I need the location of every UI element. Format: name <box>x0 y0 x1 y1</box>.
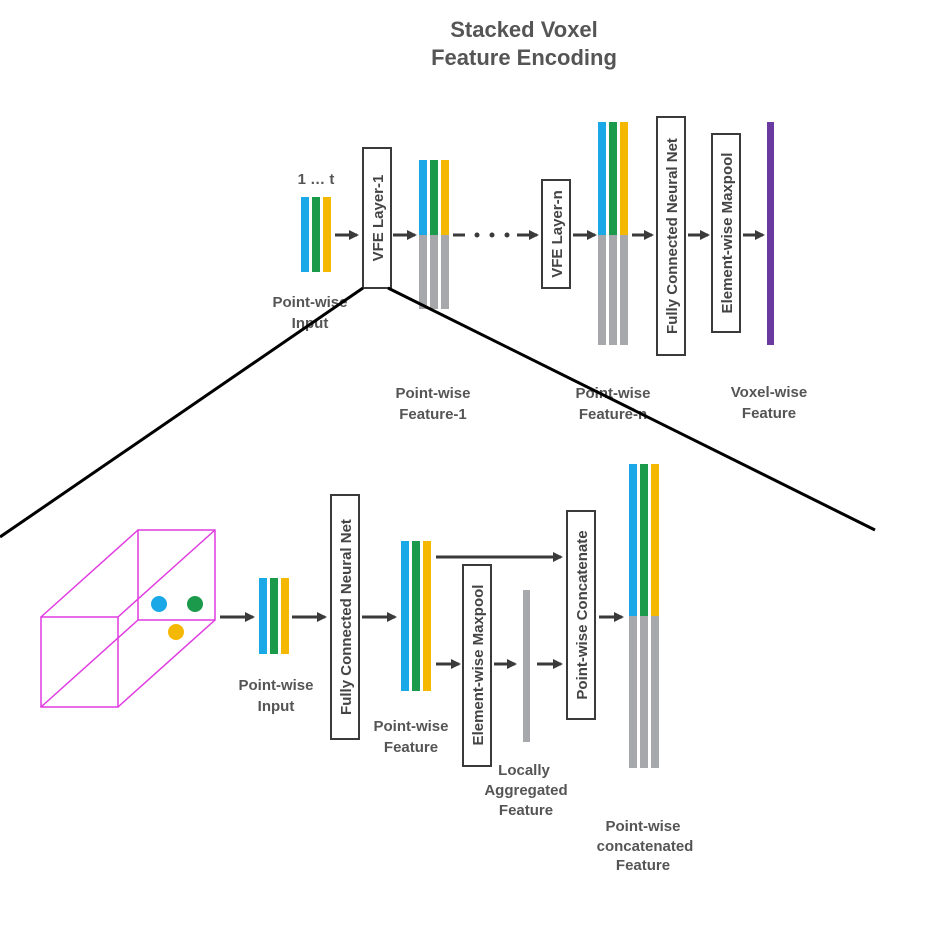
voxel-wireframe <box>40 529 216 708</box>
locally-aggregated-bar <box>523 590 530 742</box>
concatenated-feature-bars <box>629 464 659 768</box>
top-feature-1-label-1: Point-wise <box>395 385 470 402</box>
bottom-fcn-label: Fully Connected Neural Net <box>338 519 355 715</box>
bottom-maxpool-box: Element-wise Maxpool <box>462 564 492 767</box>
bottom-maxpool-label: Element-wise Maxpool <box>470 585 487 746</box>
title-line-2: Feature Encoding <box>431 45 617 70</box>
concatenate-label: Point-wise Concatenate <box>574 530 591 699</box>
bottom-input-bars <box>259 578 289 654</box>
top-ellipsis-dots <box>453 230 539 240</box>
concat-feature-label-1: Point-wise <box>605 818 680 835</box>
top-maxpool-label: Element-wise Maxpool <box>719 153 736 314</box>
point-blue <box>151 596 167 612</box>
top-vfe-layer-n-label: VFE Layer-n <box>549 190 566 278</box>
top-feature-n-label-2: Feature-n <box>579 406 647 423</box>
top-feature-1-label-2: Feature-1 <box>399 406 467 423</box>
bottom-feature-label-1: Point-wise <box>373 718 448 735</box>
bottom-feature-label-2: Feature <box>384 739 438 756</box>
top-vfe-layer-1-box: VFE Layer-1 <box>362 147 392 289</box>
top-vfe-layer-1-label: VFE Layer-1 <box>370 175 387 262</box>
bottom-local-label-3: Feature <box>499 802 553 819</box>
point-yellow <box>168 624 184 640</box>
top-input-label-1: Point-wise <box>272 294 347 311</box>
bottom-local-label-2: Aggregated <box>484 782 567 799</box>
bottom-fcn-box: Fully Connected Neural Net <box>330 494 360 740</box>
bottom-input-label-2: Input <box>258 698 295 715</box>
top-input-bar-blue <box>301 197 309 272</box>
top-voxel-label-2: Feature <box>742 405 796 422</box>
top-vfe-layer-n-box: VFE Layer-n <box>541 179 571 289</box>
top-index-label: 1 … t <box>298 171 335 188</box>
top-feature-n-bars <box>598 122 628 345</box>
concat-feature-label-2: concatenated <box>597 838 694 855</box>
top-maxpool-box: Element-wise Maxpool <box>711 133 741 333</box>
top-input-bars <box>301 197 331 272</box>
top-feature-1-bars <box>419 160 449 309</box>
bottom-local-label-1: Locally <box>498 762 550 779</box>
top-input-bar-green <box>312 197 320 272</box>
zoom-line-left <box>0 286 364 539</box>
top-voxel-label-1: Voxel-wise <box>731 384 807 401</box>
concatenate-box: Point-wise Concatenate <box>566 510 596 720</box>
top-fcn-label: Fully Connected Neural Net <box>664 138 681 334</box>
bottom-input-label-1: Point-wise <box>238 677 313 694</box>
title-line-1: Stacked Voxel <box>450 17 598 42</box>
point-green <box>187 596 203 612</box>
concat-feature-label-3: Feature <box>616 857 670 874</box>
voxel-wise-feature-bar <box>767 122 774 345</box>
top-input-bar-yellow <box>323 197 331 272</box>
top-fcn-box: Fully Connected Neural Net <box>656 116 686 356</box>
bottom-feature-bars <box>401 541 431 691</box>
zoom-line-right <box>387 286 876 532</box>
